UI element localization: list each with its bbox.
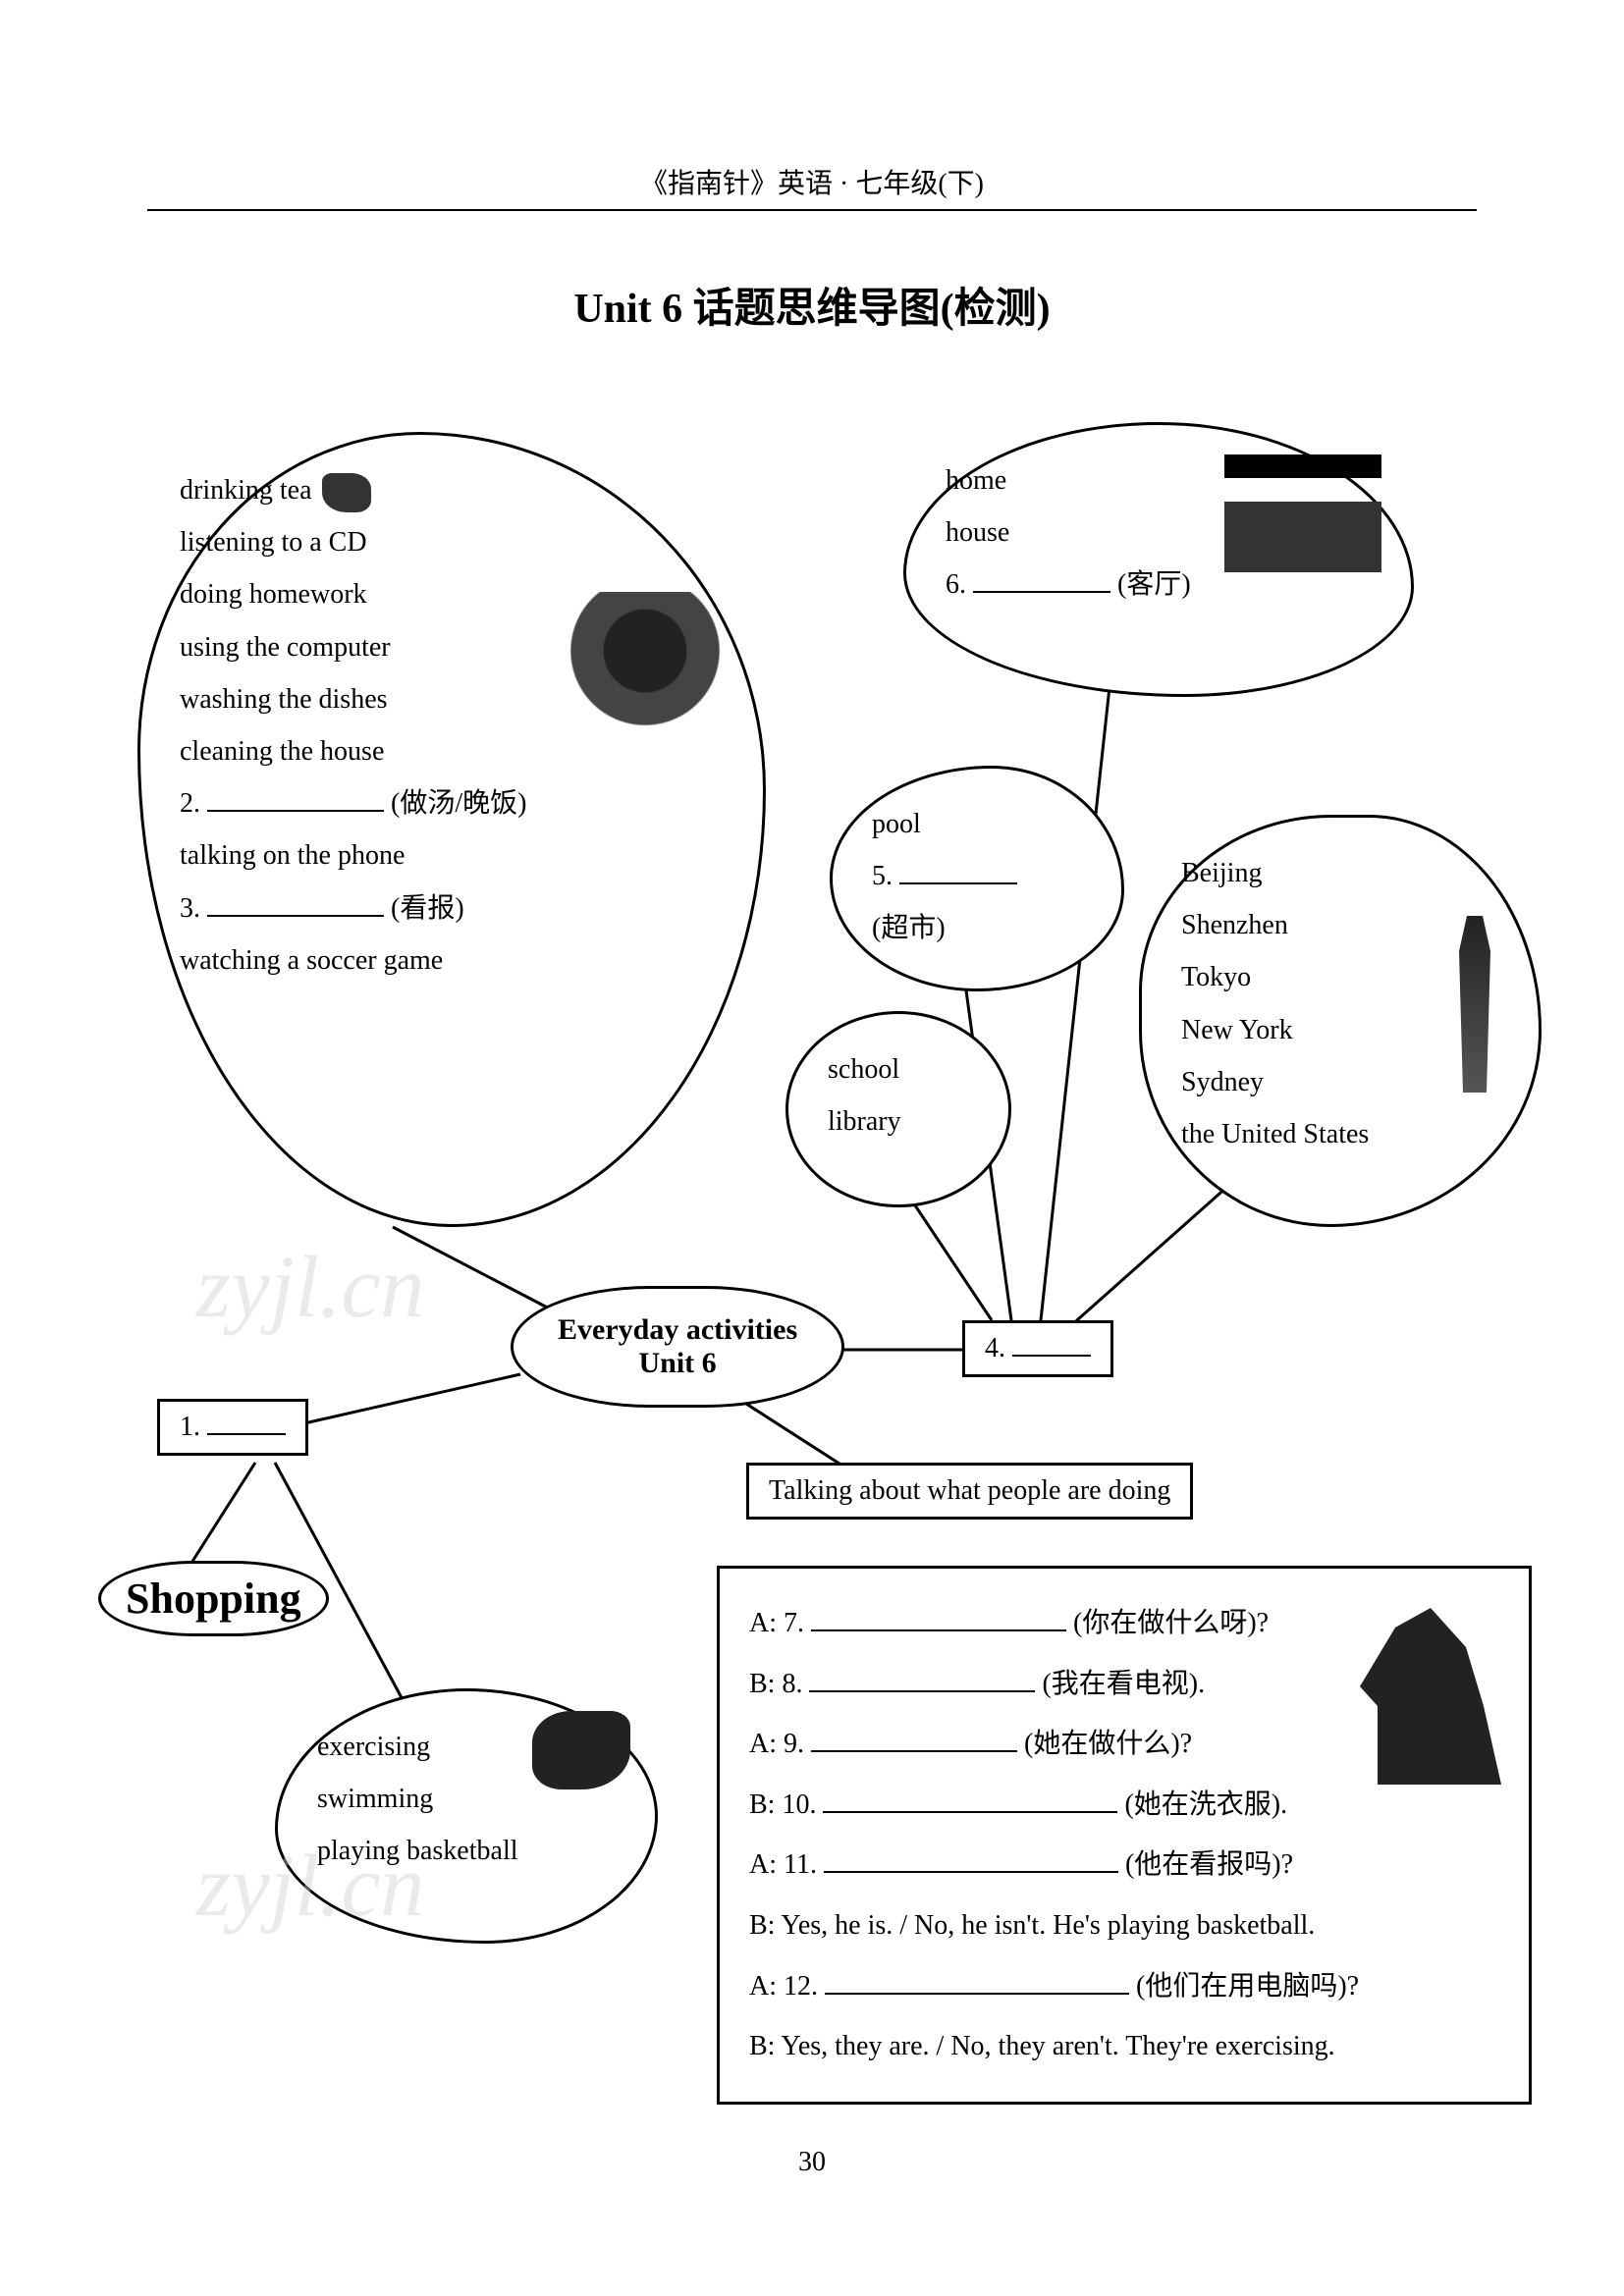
city-line: Shenzhen xyxy=(1181,899,1499,951)
dialog-line-b2: B: Yes, they are. / No, they aren't. The… xyxy=(749,2016,1499,2077)
activity-line: listening to a CD xyxy=(180,516,724,568)
dialog-hint: (她在洗衣服). xyxy=(1124,1789,1287,1820)
box-blank-1[interactable]: 1. xyxy=(157,1399,308,1456)
blank-field[interactable] xyxy=(973,569,1110,593)
box-blank-4[interactable]: 4. xyxy=(962,1320,1113,1377)
activity-line: watching a soccer game xyxy=(180,934,724,987)
dialog-line-b1: B: Yes, he is. / No, he isn't. He's play… xyxy=(749,1896,1499,1956)
blank-field[interactable] xyxy=(809,1669,1035,1692)
dialog-hint: (他在看报吗)? xyxy=(1125,1849,1293,1880)
blank-field[interactable] xyxy=(824,1849,1118,1873)
exercise-line: playing basketball xyxy=(317,1825,616,1877)
teacup-icon xyxy=(322,473,371,512)
dialog-prefix: A: 7. xyxy=(749,1608,804,1638)
school-line: library xyxy=(828,1095,969,1148)
dialog-line-11[interactable]: A: 11. (他在看报吗)? xyxy=(749,1835,1499,1896)
page-number: 30 xyxy=(0,2147,1624,2178)
blank-field[interactable] xyxy=(899,861,1017,884)
cloud-home: home house 6. (客厅) xyxy=(903,422,1414,697)
cloud-school: school library xyxy=(785,1011,1011,1207)
blank-prefix: 4. xyxy=(985,1333,1005,1363)
furniture-icon xyxy=(1224,454,1381,572)
blank-field[interactable] xyxy=(825,1971,1129,1995)
cartoon-boy-icon xyxy=(557,592,733,788)
blank-field[interactable] xyxy=(207,1412,286,1435)
city-line: the United States xyxy=(1181,1108,1499,1160)
dialog-prefix: A: 9. xyxy=(749,1729,804,1759)
blank-3[interactable]: 3. (看报) xyxy=(180,882,724,934)
exercise-icon xyxy=(532,1711,630,1789)
dialog-prefix: A: 11. xyxy=(749,1849,817,1880)
pool-line: pool xyxy=(872,798,1082,850)
city-line: Sydney xyxy=(1181,1056,1499,1108)
center-line1: Everyday activities xyxy=(558,1313,797,1347)
page-title: Unit 6 话题思维导图(检测) xyxy=(0,275,1624,335)
blank-prefix: 3. xyxy=(180,893,200,924)
blank-prefix: 6. xyxy=(946,569,966,600)
blank-field[interactable] xyxy=(811,1729,1017,1752)
blank-hint: (客厅) xyxy=(1117,569,1191,600)
city-line: Tokyo xyxy=(1181,951,1499,1003)
blank-prefix: 1. xyxy=(180,1412,200,1442)
shopping-label: Shopping xyxy=(98,1561,329,1636)
dialog-prefix: B: 8. xyxy=(749,1669,802,1699)
city-line: Beijing xyxy=(1181,847,1499,899)
city-line: New York xyxy=(1181,1004,1499,1056)
dialog-prefix: A: 12. xyxy=(749,1971,818,2002)
activity-line: drinking tea xyxy=(180,464,724,516)
school-line: school xyxy=(828,1043,969,1095)
cloud-activities: drinking tea listening to a CD doing hom… xyxy=(137,432,766,1227)
blank-field[interactable] xyxy=(207,893,384,917)
dialog-hint: (我在看电视). xyxy=(1042,1669,1205,1699)
dialog-hint: (你在做什么呀)? xyxy=(1073,1608,1269,1638)
blank-prefix: 2. xyxy=(180,788,200,819)
center-node: Everyday activities Unit 6 xyxy=(511,1286,844,1408)
blank-hint: (做汤/晚饭) xyxy=(391,788,526,819)
dialog-box: A: 7. (你在做什么呀)? B: 8. (我在看电视). A: 9. (她在… xyxy=(717,1566,1532,2105)
blank-prefix: 5. xyxy=(872,861,893,891)
blank-field[interactable] xyxy=(1012,1333,1091,1357)
dialog-hint: (他们在用电脑吗)? xyxy=(1136,1971,1359,2002)
dialog-hint: (她在做什么)? xyxy=(1024,1729,1192,1759)
dialog-line-12[interactable]: A: 12. (他们在用电脑吗)? xyxy=(749,1956,1499,2017)
cloud-cities: Beijing Shenzhen Tokyo New York Sydney t… xyxy=(1139,815,1542,1227)
cloud-pool: pool 5. (超市) xyxy=(830,766,1124,991)
page-header: 《指南针》英语 · 七年级(下) xyxy=(147,162,1477,211)
cloud-exercise: exercising swimming playing basketball xyxy=(275,1688,658,1944)
blank-field[interactable] xyxy=(811,1608,1066,1631)
box-talking: Talking about what people are doing xyxy=(746,1463,1193,1520)
dialog-prefix: B: 10. xyxy=(749,1789,816,1820)
blank-hint: (超市) xyxy=(872,902,1082,954)
blank-field[interactable] xyxy=(207,788,384,812)
blank-field[interactable] xyxy=(823,1789,1117,1813)
blank-5[interactable]: 5. xyxy=(872,850,1082,902)
watermark: zyjl.cn xyxy=(196,1237,424,1338)
center-line2: Unit 6 xyxy=(558,1347,797,1380)
activity-line: talking on the phone xyxy=(180,829,724,881)
blank-hint: (看报) xyxy=(391,893,464,924)
